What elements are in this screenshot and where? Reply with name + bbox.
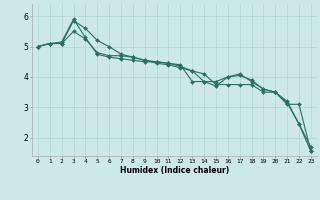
X-axis label: Humidex (Indice chaleur): Humidex (Indice chaleur) [120,166,229,175]
